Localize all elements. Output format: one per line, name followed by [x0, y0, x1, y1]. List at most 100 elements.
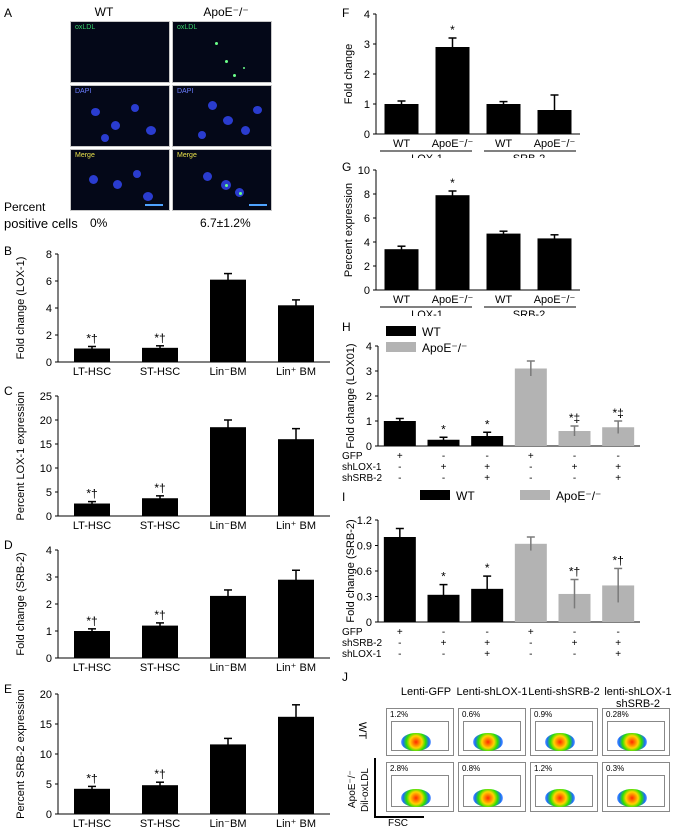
panel-letter-b: B	[4, 244, 13, 258]
x-tick-label: ST-HSC	[140, 366, 180, 378]
bar	[427, 439, 460, 446]
flow-col-header: lenti-shLOX-1	[604, 686, 672, 698]
chart-e: 0 5 10 15 20 Percent SRB-2 expression *† LT-HSC…	[15, 689, 330, 830]
treatment-mark: +	[615, 473, 621, 484]
green-dot	[215, 42, 218, 45]
legend-swatch-wt	[420, 490, 450, 500]
y-tick-label: 20	[40, 689, 52, 701]
legend-label-wt: WT	[422, 325, 441, 339]
flow-row-wt: WT	[356, 722, 368, 740]
bar	[435, 47, 470, 134]
green-dot	[233, 74, 236, 77]
bar	[383, 421, 416, 446]
nucleus	[203, 172, 212, 181]
treatment-mark: -	[398, 649, 401, 660]
percent-apoe: 6.7±1.2%	[200, 216, 251, 230]
bar	[514, 368, 547, 446]
micro-label: DAPI	[75, 88, 92, 95]
y-tick-label: 6	[46, 276, 52, 288]
treatment-mark: -	[442, 473, 445, 484]
bar	[74, 631, 110, 658]
treatment-mark: +	[484, 473, 490, 484]
treatment-mark: -	[398, 462, 401, 473]
bar	[142, 785, 178, 814]
treatment-mark: +	[572, 462, 578, 473]
significance-mark: *	[485, 417, 490, 431]
legend-swatch-apoe	[520, 490, 550, 500]
flow-plot: 1.2%	[530, 762, 598, 812]
x-tick-label: ST-HSC	[140, 520, 180, 532]
scale-bar	[145, 204, 163, 206]
significance-mark: *	[441, 422, 446, 436]
micro-label: oxLDL	[177, 24, 198, 31]
y-axis-label: Fold change (LOX-1)	[15, 257, 27, 360]
nucleus	[113, 180, 122, 189]
flow-density	[545, 789, 575, 807]
x-tick-label: WT	[495, 138, 512, 150]
y-tick-label: 1	[364, 99, 370, 111]
significance-mark: *†	[612, 553, 623, 567]
group-label: LOX-1	[411, 153, 443, 158]
flow-plot: 0.3%	[602, 762, 670, 812]
bar	[383, 537, 416, 622]
bar	[278, 305, 314, 362]
x-tick-label: Lin⁺ BM	[276, 662, 316, 674]
col-header-wt: WT	[94, 5, 114, 19]
y-tick-label: 0	[366, 441, 372, 453]
y-tick-label: 0	[364, 285, 370, 297]
flow-x-arrow	[374, 816, 424, 818]
flow-plot: 0.8%	[458, 762, 526, 812]
flow-percent: 0.28%	[606, 710, 629, 719]
y-tick-label: 0	[364, 129, 370, 141]
y-tick-label: 10	[358, 165, 370, 177]
treatment-mark: -	[529, 473, 532, 484]
percent-wt: 0%	[90, 216, 108, 230]
bar	[278, 716, 314, 814]
bar	[537, 238, 572, 290]
x-tick-label: Lin⁺ BM	[276, 366, 316, 378]
treatment-label: shSRB-2	[342, 473, 382, 484]
treatment-mark: -	[398, 473, 401, 484]
micro-label: Merge	[177, 152, 197, 159]
flow-col-header: Lenti-shSRB-2	[528, 686, 600, 698]
nucleus	[253, 106, 262, 114]
treatment-mark: +	[528, 451, 534, 462]
y-tick-label: 0.9	[357, 541, 372, 553]
treatment-label: shLOX-1	[342, 462, 382, 473]
flow-x-axis-label: FSC	[388, 818, 408, 829]
y-tick-label: 1	[46, 626, 52, 638]
legend-label-apoe: ApoE⁻/⁻	[556, 489, 601, 503]
x-tick-label: Lin⁻BM	[210, 818, 247, 830]
green-dot	[243, 67, 245, 69]
flow-y-axis-label: Dil-oxLDL	[360, 768, 371, 812]
x-tick-label: Lin⁺ BM	[276, 818, 316, 830]
nucleus	[133, 170, 141, 178]
y-axis-label: Fold change	[343, 44, 355, 105]
y-axis-label: Percent expression	[343, 183, 355, 277]
y-tick-label: 10	[40, 749, 52, 761]
x-tick-label: Lin⁻BM	[210, 520, 247, 532]
y-tick-label: 3	[364, 39, 370, 51]
significance-mark: *†	[86, 614, 97, 628]
treatment-mark: +	[484, 649, 490, 660]
treatment-mark: -	[442, 627, 445, 638]
y-tick-label: 2	[46, 599, 52, 611]
treatment-mark: -	[573, 649, 576, 660]
x-tick-label: WT	[393, 294, 410, 306]
treatment-mark: -	[485, 627, 488, 638]
panel-letter-c: C	[4, 384, 13, 398]
panel-letter-d: D	[4, 538, 13, 552]
y-tick-label: 1	[366, 416, 372, 428]
micro-label: Merge	[75, 152, 95, 159]
bar	[74, 503, 110, 516]
micro-wt-merge: Merge	[70, 149, 170, 211]
y-tick-label: 25	[40, 391, 52, 403]
treatment-mark: +	[615, 649, 621, 660]
y-tick-label: 4	[366, 341, 372, 353]
panel-letter-i: I	[342, 490, 346, 504]
y-tick-label: 2	[364, 261, 370, 273]
y-tick-label: 0.6	[357, 566, 372, 578]
significance-mark: *‡	[569, 411, 580, 425]
legend-swatch-wt	[386, 326, 416, 336]
